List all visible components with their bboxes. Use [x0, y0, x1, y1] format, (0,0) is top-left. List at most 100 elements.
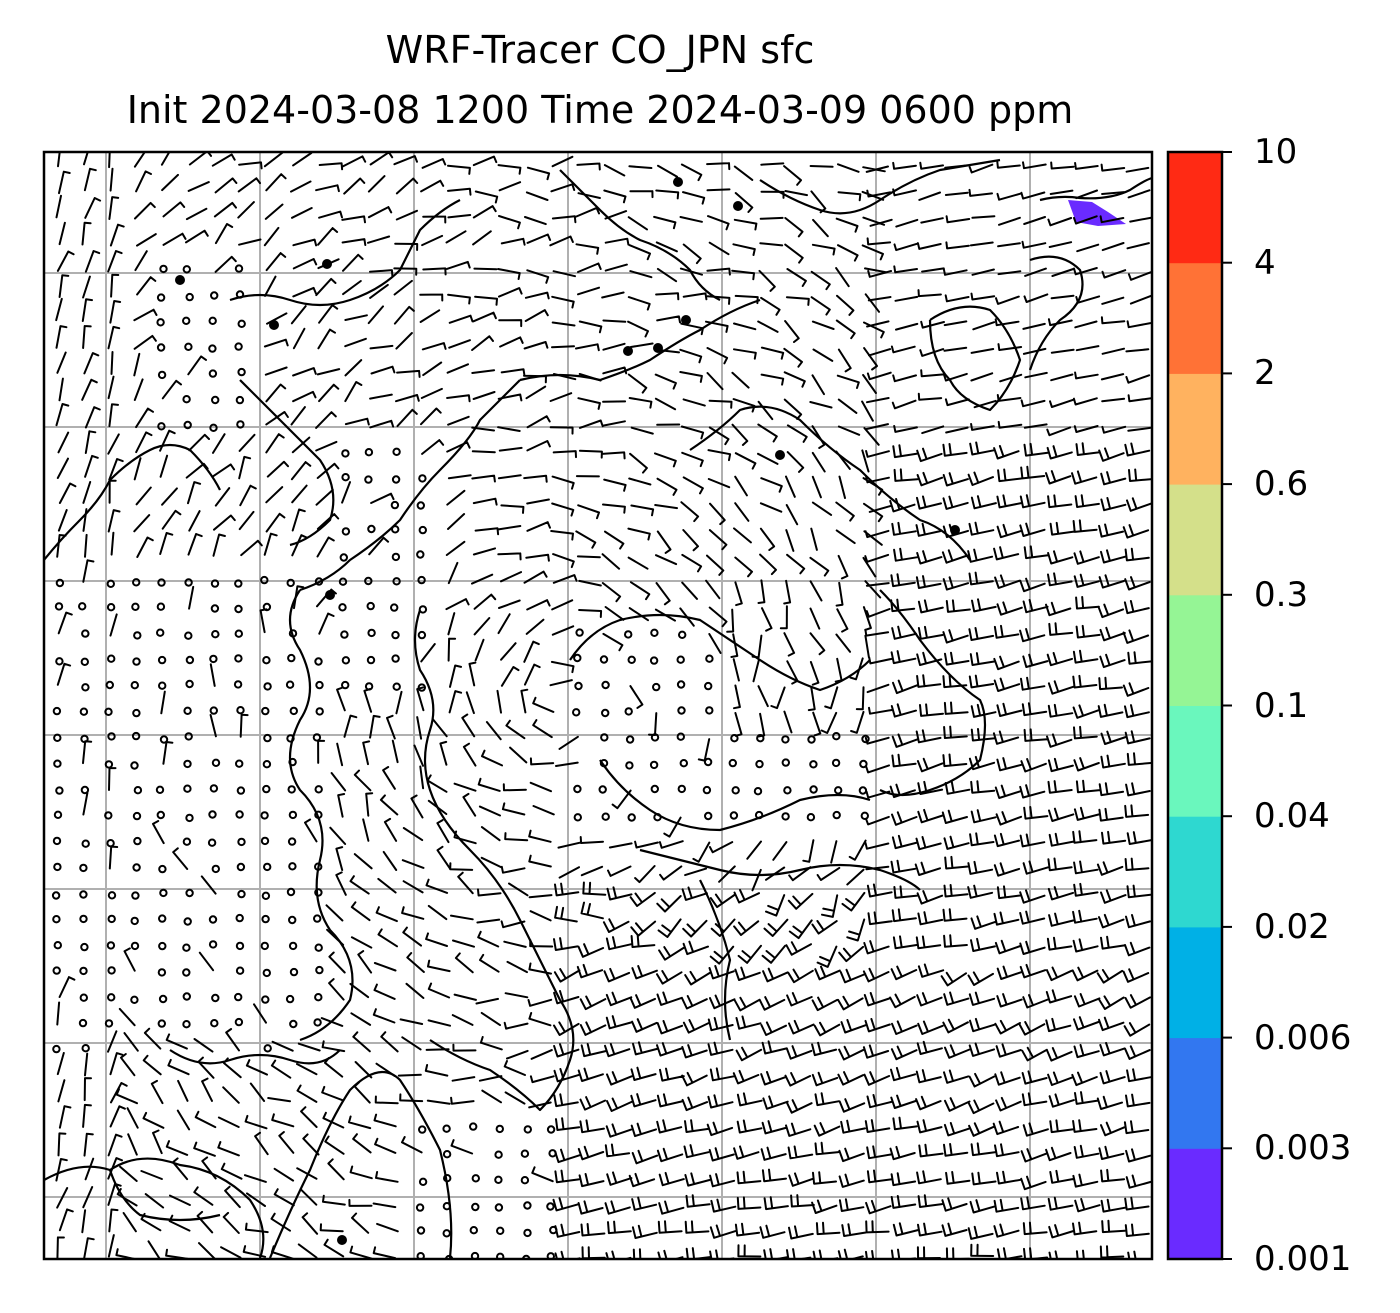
colorbar-segment	[1168, 816, 1222, 928]
coastline-segment	[44, 1157, 265, 1259]
calm-marker	[261, 995, 270, 1004]
calm-marker	[287, 785, 296, 794]
calm-marker	[51, 891, 61, 900]
calm-marker	[831, 758, 841, 768]
calm-marker	[159, 888, 168, 898]
calm-marker	[286, 734, 295, 743]
coastline-segment	[268, 1070, 453, 1259]
colorbar	[1168, 152, 1222, 1260]
calm-marker	[157, 968, 167, 977]
calm-marker	[418, 605, 428, 614]
calm-marker	[182, 316, 191, 325]
calm-marker	[184, 631, 193, 640]
colorbar-segment	[1168, 1148, 1222, 1260]
calm-marker	[494, 1175, 503, 1185]
calm-marker	[106, 839, 115, 848]
coastline-segment	[639, 848, 921, 891]
calm-marker	[234, 992, 243, 1002]
calm-marker	[107, 891, 117, 900]
calm-marker	[107, 993, 116, 1002]
calm-marker	[392, 577, 401, 586]
calm-marker	[417, 575, 426, 585]
calm-marker	[443, 1174, 452, 1183]
calm-marker	[156, 318, 165, 327]
calm-marker	[107, 966, 116, 975]
coastline-segment	[239, 379, 335, 547]
calm-marker	[262, 968, 271, 978]
calm-marker	[183, 706, 192, 715]
calm-marker	[753, 787, 763, 796]
calm-marker	[598, 785, 607, 794]
calm-marker	[339, 553, 348, 562]
calm-marker	[234, 264, 244, 273]
calm-marker	[209, 784, 219, 793]
calm-marker	[341, 473, 350, 482]
calm-marker	[677, 784, 686, 794]
calm-marker	[806, 813, 816, 822]
calm-marker	[367, 628, 376, 638]
calm-marker	[79, 707, 89, 716]
calm-marker	[235, 810, 244, 819]
calm-marker	[314, 862, 323, 871]
calm-marker	[341, 449, 350, 458]
calm-marker	[132, 811, 142, 821]
calm-marker	[418, 1177, 428, 1187]
calm-marker	[522, 1254, 531, 1259]
calm-marker	[650, 628, 659, 637]
colorbar-segment	[1168, 152, 1222, 264]
coastline-segment	[1039, 176, 1152, 202]
calm-marker	[210, 291, 219, 300]
calm-marker	[653, 813, 662, 822]
calm-marker	[208, 810, 217, 819]
calm-marker	[235, 913, 244, 923]
calm-marker	[416, 501, 425, 510]
calm-marker	[832, 810, 841, 820]
calm-marker	[289, 1019, 298, 1029]
calm-marker	[237, 889, 246, 899]
calm-marker	[599, 655, 609, 664]
calm-marker	[260, 811, 269, 820]
calm-marker	[107, 914, 116, 924]
calm-marker	[53, 733, 62, 742]
calm-marker	[104, 760, 114, 769]
calm-marker	[78, 1018, 88, 1028]
calm-marker	[157, 370, 167, 380]
coastline-segment	[429, 999, 575, 1112]
calm-marker	[364, 448, 374, 457]
calm-marker	[133, 836, 142, 846]
calm-marker	[236, 862, 246, 872]
calm-marker	[263, 1044, 272, 1053]
colorbar-tick-label: 0.3	[1254, 574, 1309, 615]
calm-marker	[573, 784, 582, 794]
colorbar-segment	[1168, 705, 1222, 817]
calm-marker	[418, 474, 427, 483]
calm-marker	[627, 813, 636, 822]
calm-marker	[79, 966, 88, 976]
calm-marker	[235, 759, 244, 768]
calm-marker	[80, 657, 90, 666]
calm-marker	[520, 1176, 530, 1185]
calm-marker	[104, 1019, 114, 1028]
calm-marker	[367, 524, 376, 534]
colorbar-tick-label: 0.1	[1254, 685, 1309, 726]
calm-marker	[157, 578, 166, 587]
calm-marker	[185, 888, 194, 898]
calm-marker	[261, 891, 271, 900]
calm-marker	[288, 629, 298, 638]
calm-marker	[209, 423, 218, 432]
calm-marker	[574, 681, 583, 691]
calm-marker	[650, 784, 659, 794]
colorbar-tick-label: 0.003	[1254, 1128, 1352, 1169]
calm-marker	[704, 811, 713, 821]
calm-marker	[340, 630, 349, 639]
calm-marker	[130, 941, 140, 951]
calm-marker	[132, 578, 141, 587]
calm-marker	[236, 420, 245, 429]
calm-marker	[53, 759, 62, 768]
calm-marker	[130, 761, 139, 770]
calm-marker	[679, 759, 688, 768]
calm-marker	[285, 994, 295, 1004]
calm-marker	[391, 630, 400, 640]
calm-marker	[807, 735, 816, 744]
